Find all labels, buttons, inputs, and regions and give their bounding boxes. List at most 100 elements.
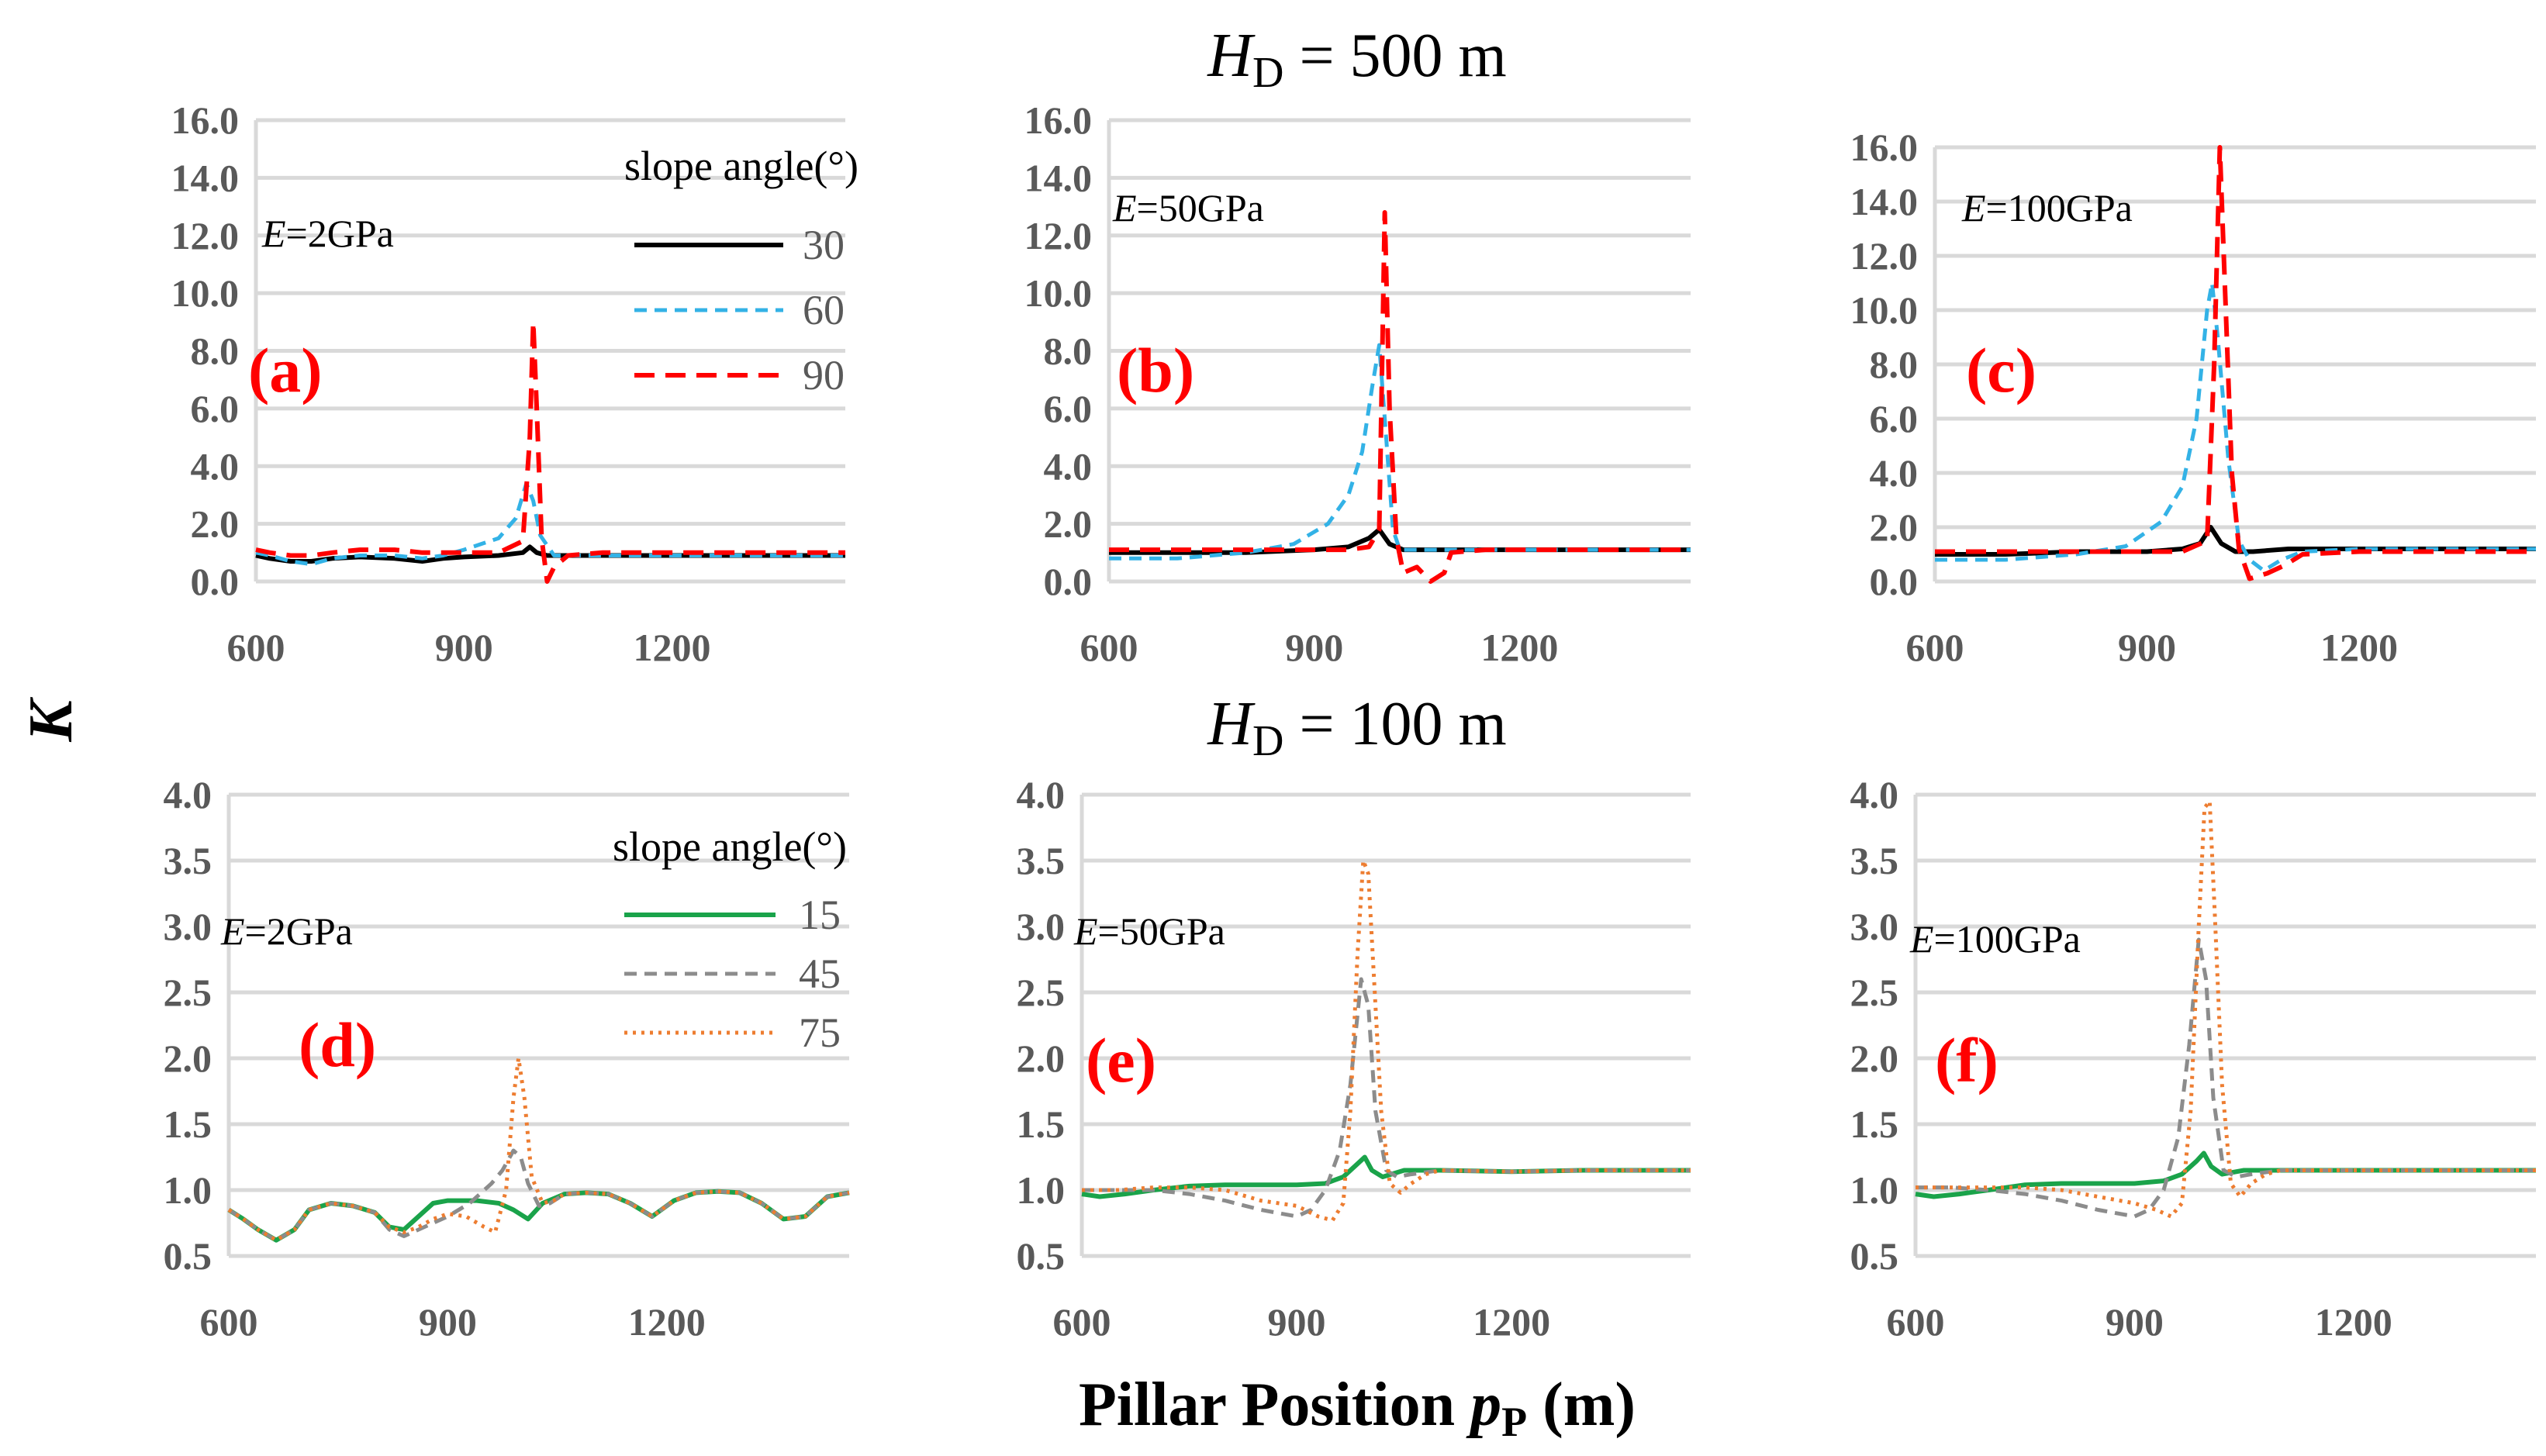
x-tick-label-a: 900 (435, 626, 493, 669)
x-tick-label-c: 1200 (2320, 626, 2398, 669)
y-tick-label-a: 6.0 (191, 387, 240, 430)
y-tick-label-e: 0.5 (1017, 1234, 1066, 1278)
y-tick-label-f: 4.0 (1850, 773, 1899, 816)
x-tick-label-e: 600 (1053, 1300, 1111, 1344)
series-line-b-90 (1109, 210, 1691, 584)
y-tick-label-c: 0.0 (1870, 560, 1919, 603)
series-line-b-60 (1109, 343, 1691, 561)
x-tick-label-c: 900 (2118, 626, 2176, 669)
y-tick-label-b: 10.0 (1024, 271, 1093, 315)
legend-label-15: 15 (799, 892, 841, 938)
x-tick-label-d: 600 (200, 1300, 258, 1344)
y-tick-label-c: 4.0 (1870, 451, 1919, 495)
y-tick-label-f: 1.5 (1850, 1102, 1899, 1146)
bottom-row-title: HD = 100 m (1207, 690, 1507, 765)
legend-bottom: slope angle(°) 15 45 75 (613, 823, 847, 1056)
y-tick-label-a: 16.0 (171, 98, 240, 142)
x-tick-label-d: 900 (419, 1300, 477, 1344)
series-line-f-75 (1916, 799, 2536, 1219)
y-tick-label-e: 1.5 (1017, 1102, 1066, 1146)
y-tick-label-c: 14.0 (1850, 180, 1919, 223)
x-tick-label-c: 600 (1906, 626, 1964, 669)
legend-top-title: slope angle(°) (624, 143, 858, 189)
panel-letter-d: (d) (299, 1009, 376, 1080)
series-line-d-45 (227, 1148, 850, 1243)
y-tick-label-d: 3.0 (164, 905, 212, 948)
series-line-e-45 (1082, 977, 1691, 1219)
y-tick-label-a: 2.0 (191, 502, 240, 546)
x-tick-label-f: 600 (1887, 1300, 1945, 1344)
panel-letter-f: (f) (1935, 1025, 1998, 1095)
y-tick-label-b: 2.0 (1044, 502, 1093, 546)
x-tick-label-e: 900 (1268, 1300, 1326, 1344)
x-tick-label-e: 1200 (1473, 1300, 1550, 1344)
x-tick-label-b: 600 (1080, 626, 1138, 669)
series-line-c-60 (1935, 281, 2536, 573)
x-tick-label-b: 900 (1285, 626, 1343, 669)
y-tick-label-a: 4.0 (191, 444, 240, 488)
y-tick-label-b: 16.0 (1024, 98, 1093, 142)
y-tick-label-f: 3.5 (1850, 839, 1899, 882)
y-tick-label-c: 8.0 (1870, 343, 1919, 386)
chart-panel-f: 0.5 1.0 1.5 2.0 2.5 3.0 3.5 4.0 600 900 1200 E=100G… (1850, 773, 2536, 1344)
panel-letter-a: (a) (248, 335, 323, 405)
y-tick-label-e: 3.5 (1017, 839, 1066, 882)
y-tick-label-e: 2.5 (1017, 971, 1066, 1014)
series-line-a-90 (255, 319, 845, 584)
y-tick-label-a: 12.0 (171, 214, 240, 257)
modulus-label-b: E=50GPa (1112, 186, 1264, 229)
series-line-e-75 (1082, 858, 1691, 1223)
x-tick-label-f: 900 (2106, 1300, 2164, 1344)
x-tick-label-d: 1200 (628, 1300, 706, 1344)
y-axis-label: K (17, 697, 85, 743)
y-tick-label-b: 8.0 (1044, 329, 1093, 373)
chart-panel-c: 0.0 2.0 4.0 6.0 8.0 10.0 12.0 14.0 16.0 600 900 120… (1850, 126, 2536, 669)
x-tick-label-a: 600 (227, 626, 285, 669)
top-row-title: HD = 500 m (1207, 22, 1507, 97)
series-line-d-75 (227, 1056, 850, 1243)
y-tick-label-b: 4.0 (1044, 444, 1093, 488)
chart-panel-d: 0.5 1.0 1.5 2.0 2.5 3.0 3.5 4.0 600 900 1200 E=2GPa… (164, 773, 850, 1344)
modulus-label-f: E=100GPa (1909, 917, 2081, 961)
legend-label-90: 90 (803, 352, 845, 399)
modulus-label-e: E=50GPa (1073, 909, 1225, 953)
y-tick-label-e: 4.0 (1017, 773, 1066, 816)
x-tick-label-a: 1200 (633, 626, 710, 669)
y-tick-label-c: 12.0 (1850, 234, 1919, 278)
y-tick-label-a: 8.0 (191, 329, 240, 373)
panel-letter-c: (c) (1966, 335, 2036, 405)
y-tick-label-c: 2.0 (1870, 505, 1919, 549)
x-tick-label-f: 1200 (2315, 1300, 2392, 1344)
y-tick-label-d: 2.0 (164, 1037, 212, 1080)
y-tick-label-b: 12.0 (1024, 214, 1093, 257)
legend-label-45: 45 (799, 951, 841, 997)
y-tick-label-d: 3.5 (164, 839, 212, 882)
y-tick-label-b: 0.0 (1044, 560, 1093, 603)
legend-top: slope angle(°) 30 60 90 (624, 143, 858, 399)
legend-label-75: 75 (799, 1009, 841, 1056)
y-tick-label-d: 1.0 (164, 1168, 212, 1212)
y-tick-label-f: 0.5 (1850, 1234, 1899, 1278)
modulus-label-d: E=2GPa (220, 909, 353, 953)
y-tick-label-f: 1.0 (1850, 1168, 1899, 1212)
y-tick-label-c: 16.0 (1850, 126, 1919, 169)
y-tick-label-d: 4.0 (164, 773, 212, 816)
chart-panel-e: 0.5 1.0 1.5 2.0 2.5 3.0 3.5 4.0 600 900 1200 E=50GP… (1017, 773, 1691, 1344)
legend-label-60: 60 (803, 287, 845, 333)
y-tick-label-f: 2.5 (1850, 971, 1899, 1014)
chart-panel-a: 0.0 2.0 4.0 6.0 8.0 10.0 12.0 14.0 16.0 600 900 120… (171, 98, 845, 669)
y-tick-label-b: 6.0 (1044, 387, 1093, 430)
y-tick-label-c: 6.0 (1870, 397, 1919, 440)
legend-label-30: 30 (803, 222, 845, 268)
chart-panel-b: 0.0 2.0 4.0 6.0 8.0 10.0 12.0 14.0 16.0 600 900 120… (1024, 98, 1691, 669)
y-tick-label-e: 2.0 (1017, 1037, 1066, 1080)
y-tick-label-d: 0.5 (164, 1234, 212, 1278)
modulus-label-c: E=100GPa (1961, 186, 2133, 229)
y-tick-label-f: 3.0 (1850, 905, 1899, 948)
panel-letter-b: (b) (1117, 335, 1194, 405)
legend-bottom-title: slope angle(°) (613, 823, 847, 870)
panel-letter-e: (e) (1086, 1025, 1156, 1095)
y-tick-label-d: 1.5 (164, 1102, 212, 1146)
y-tick-label-e: 1.0 (1017, 1168, 1066, 1212)
